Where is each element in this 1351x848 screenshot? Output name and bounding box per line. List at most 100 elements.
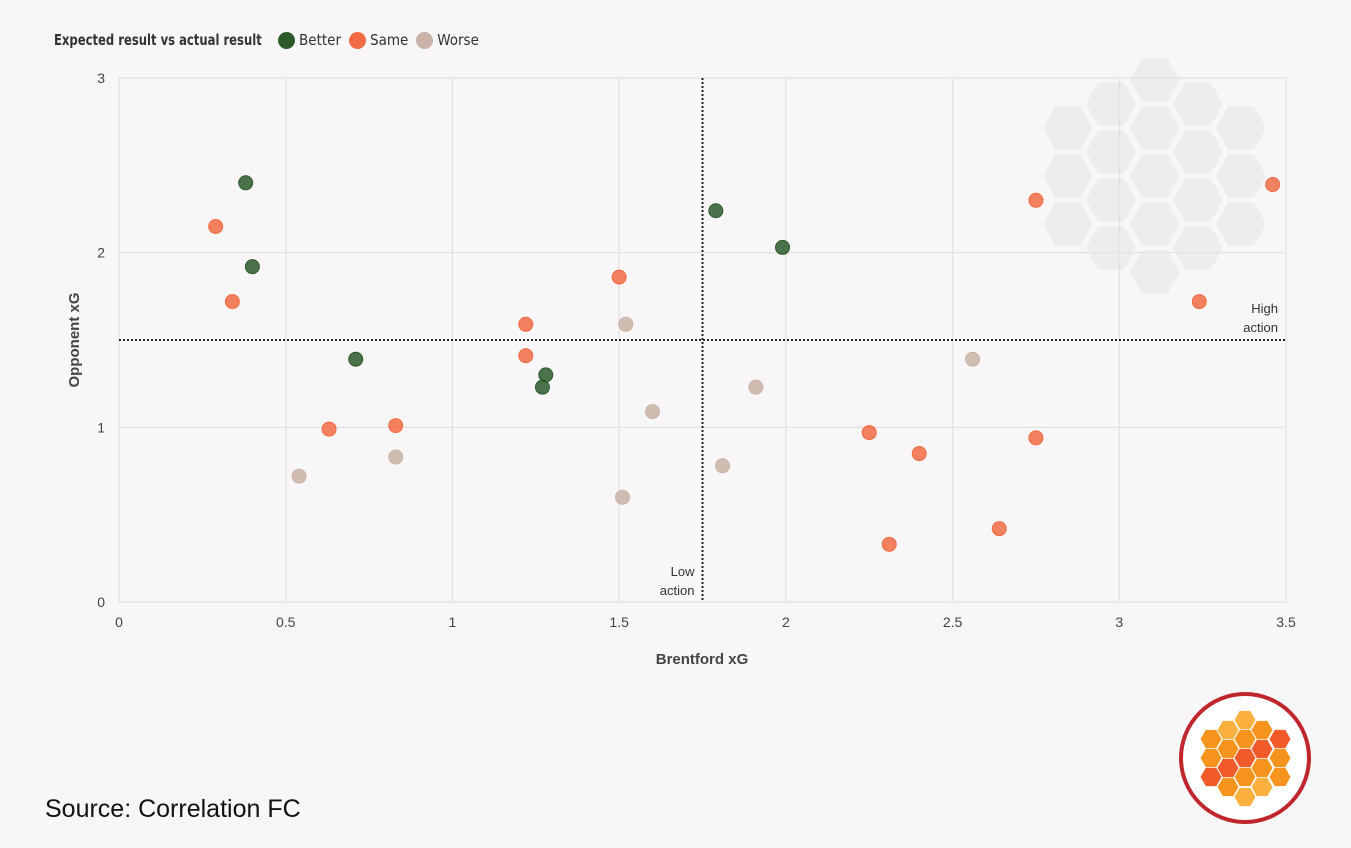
point-better bbox=[244, 259, 260, 275]
point-same bbox=[1028, 430, 1044, 446]
legend-dot-icon bbox=[278, 31, 295, 49]
legend-title: Expected result vs actual result bbox=[54, 31, 262, 49]
point-worse bbox=[965, 351, 981, 367]
watermark-hex bbox=[1216, 154, 1266, 198]
x-tick-label: 3.5 bbox=[1276, 614, 1296, 630]
watermark-hex bbox=[1130, 202, 1180, 246]
point-better bbox=[238, 175, 254, 191]
watermark-hex bbox=[1086, 130, 1136, 174]
annotation-low-action: Low bbox=[671, 564, 695, 579]
y-tick-label: 1 bbox=[97, 419, 105, 435]
point-worse bbox=[614, 489, 630, 505]
logo-hex bbox=[1269, 767, 1291, 787]
legend: Expected result vs actual result Better … bbox=[54, 31, 487, 49]
point-better bbox=[534, 379, 550, 395]
logo-honeycomb-icon bbox=[1200, 710, 1291, 807]
point-same bbox=[881, 536, 897, 552]
x-tick-label: 3 bbox=[1115, 614, 1123, 630]
legend-label: Better bbox=[299, 31, 341, 49]
legend-dot-icon bbox=[416, 31, 434, 49]
point-same bbox=[518, 348, 534, 364]
x-tick-label: 0.5 bbox=[276, 614, 296, 630]
logo-hex bbox=[1251, 777, 1273, 797]
watermark-hex bbox=[1130, 250, 1180, 294]
watermark-hex bbox=[1216, 106, 1266, 150]
logo-hex bbox=[1269, 729, 1291, 749]
logo-hex bbox=[1217, 758, 1239, 778]
x-tick-label: 0 bbox=[115, 614, 123, 630]
logo-hex bbox=[1251, 720, 1273, 740]
logo-hex bbox=[1251, 739, 1273, 759]
reference-lines bbox=[119, 78, 1286, 602]
logo-hex bbox=[1200, 767, 1222, 787]
point-same bbox=[224, 294, 240, 310]
x-axis-label: Brentford xG bbox=[656, 651, 749, 668]
y-tick-label: 0 bbox=[97, 594, 105, 610]
point-better bbox=[708, 203, 724, 219]
logo-hex bbox=[1217, 777, 1239, 797]
watermark-hex bbox=[1173, 82, 1223, 126]
x-tick-label: 1.5 bbox=[609, 614, 629, 630]
point-worse bbox=[388, 449, 404, 465]
source-note: Source: Correlation FC bbox=[45, 795, 301, 823]
watermark-hex bbox=[1086, 178, 1136, 222]
point-same bbox=[611, 269, 627, 285]
watermark-hex bbox=[1086, 226, 1136, 270]
point-same bbox=[388, 418, 404, 434]
watermark-hex bbox=[1043, 154, 1093, 198]
point-same bbox=[1265, 177, 1281, 193]
watermark-hex bbox=[1043, 202, 1093, 246]
watermark-hex bbox=[1173, 178, 1223, 222]
annotation-high-action: High bbox=[1251, 301, 1278, 316]
logo-hex bbox=[1234, 748, 1256, 768]
point-worse bbox=[618, 316, 634, 332]
legend-item-worse: Worse bbox=[416, 31, 479, 49]
watermark-hex bbox=[1216, 202, 1266, 246]
point-worse bbox=[644, 404, 660, 420]
annotations: Low action High action bbox=[660, 301, 1278, 598]
logo-hex bbox=[1251, 758, 1273, 778]
legend-dot-icon bbox=[349, 31, 366, 49]
watermark-hex bbox=[1130, 106, 1180, 150]
logo bbox=[1179, 692, 1311, 824]
watermark-hex bbox=[1086, 82, 1136, 126]
watermark-hex bbox=[1130, 154, 1180, 198]
legend-item-same: Same bbox=[349, 31, 408, 49]
x-tick-label: 1 bbox=[449, 614, 457, 630]
x-tick-label: 2 bbox=[782, 614, 790, 630]
point-same bbox=[518, 316, 534, 332]
point-worse bbox=[291, 468, 307, 484]
point-worse bbox=[715, 458, 731, 474]
point-worse bbox=[748, 379, 764, 395]
point-same bbox=[1191, 294, 1207, 310]
y-axis-label: Opponent xG bbox=[66, 293, 83, 388]
legend-item-better: Better bbox=[278, 31, 341, 49]
logo-hex bbox=[1200, 748, 1222, 768]
logo-hex bbox=[1234, 767, 1256, 787]
tick-labels: 0 0.5 1 1.5 2 2.5 3 3.5 0 1 2 3 bbox=[97, 70, 1296, 630]
x-tick-label: 2.5 bbox=[943, 614, 963, 630]
point-same bbox=[991, 521, 1007, 537]
watermark-hex bbox=[1130, 58, 1180, 102]
hexagon-watermark-icon bbox=[1043, 58, 1266, 294]
logo-hex bbox=[1234, 787, 1256, 807]
logo-hex bbox=[1234, 729, 1256, 749]
y-tick-label: 2 bbox=[97, 245, 105, 261]
point-same bbox=[911, 446, 927, 462]
point-same bbox=[1028, 192, 1044, 208]
logo-hex bbox=[1200, 729, 1222, 749]
data-points bbox=[208, 175, 1281, 552]
logo-hex bbox=[1269, 748, 1291, 768]
logo-hex bbox=[1234, 710, 1256, 730]
watermark-hex bbox=[1173, 130, 1223, 174]
point-better bbox=[348, 351, 364, 367]
logo-hex bbox=[1217, 720, 1239, 740]
watermark-hex bbox=[1043, 106, 1093, 150]
point-same bbox=[861, 425, 877, 441]
y-tick-label: 3 bbox=[97, 70, 105, 86]
legend-label: Worse bbox=[437, 31, 479, 49]
point-same bbox=[208, 218, 224, 234]
logo-hex bbox=[1217, 739, 1239, 759]
annotation-high-action: action bbox=[1243, 320, 1278, 335]
